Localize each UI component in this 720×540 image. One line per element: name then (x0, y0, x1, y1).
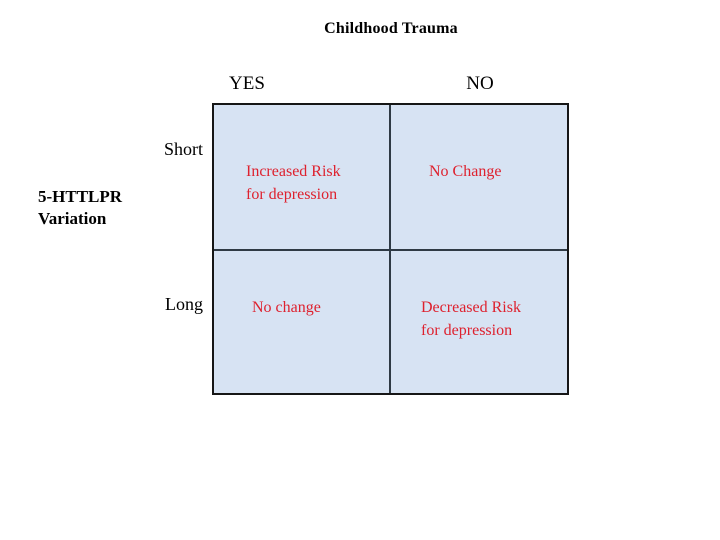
row-label-long: Long (165, 294, 203, 314)
cell-short-yes: Increased Risk for depression (214, 105, 391, 251)
column-header-no: NO (466, 73, 494, 94)
cell-long-no: Decreased Risk for depression (391, 251, 567, 393)
column-header-yes: YES (229, 73, 265, 94)
cell-long-no-line2: for depression (421, 322, 513, 339)
axis-label-5httlpr-variation: 5-HTTLPR Variation (38, 186, 122, 230)
cell-long-yes-line1: No change (252, 299, 321, 316)
axis-label-line1: 5-HTTLPR (38, 187, 123, 206)
row-label-short: Short (163, 139, 203, 159)
axis-label-line2: Variation (38, 209, 107, 228)
cell-short-no: No Change (391, 105, 567, 251)
diagram-title: Childhood Trauma (324, 20, 458, 37)
cell-short-yes-line1: Increased Risk (246, 163, 341, 180)
two-by-two-matrix: Increased Risk for depression No Change … (212, 103, 569, 395)
cell-long-no-line1: Decreased Risk (421, 299, 521, 316)
cell-short-no-line1: No Change (429, 163, 502, 180)
cell-long-yes: No change (214, 251, 391, 393)
cell-short-yes-line2: for depression (246, 186, 338, 203)
